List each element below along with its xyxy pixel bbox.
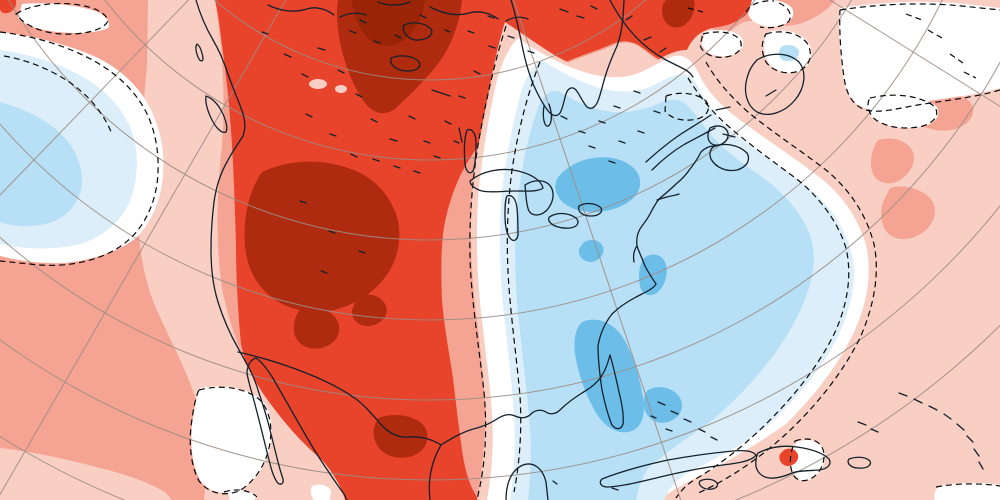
lake-erie xyxy=(547,212,579,229)
coast-arctic-top xyxy=(267,1,529,22)
lake-great-bear xyxy=(402,22,451,97)
coast-stlawrence-north xyxy=(645,114,712,163)
white-blob-topright-lower xyxy=(866,94,939,128)
coast-haida-gwaii xyxy=(195,43,204,62)
coastlines xyxy=(195,0,984,500)
coast-yucatan xyxy=(505,463,558,500)
coast-anticosti-pei xyxy=(715,106,736,138)
pale-corner-bottom-left xyxy=(0,448,172,500)
medium-blue-bahamas xyxy=(643,387,682,423)
graticule-parallel-1 xyxy=(213,0,647,81)
zero-contour-baja-loop xyxy=(189,386,272,495)
coast-bahamas xyxy=(650,401,718,441)
coast-hudson-bay xyxy=(510,0,625,127)
dark-red-fleck-labrador xyxy=(662,0,695,28)
white-blob-topright-a xyxy=(748,0,794,27)
zero-contour-west-front-inner xyxy=(506,61,541,493)
coast-newfoundland xyxy=(744,53,805,115)
light-blue-pocket-core xyxy=(0,102,82,227)
lake-superior xyxy=(469,168,544,193)
white-pocket-baja xyxy=(191,386,272,493)
dark-red-core-west xyxy=(244,161,400,312)
coast-labrador xyxy=(609,0,694,78)
deepest-red-core-top xyxy=(352,0,425,47)
coast-cape-breton xyxy=(707,125,729,146)
white-blob-bottom-2 xyxy=(310,484,331,500)
coast-vancouver-island xyxy=(205,95,228,134)
white-blob-quebec-small xyxy=(702,30,744,57)
graticule-parallel-2 xyxy=(104,0,756,161)
zero-contour-ne-blob-d xyxy=(867,94,938,129)
pale-strip-pacific-coast xyxy=(138,0,345,500)
zero-contour-baja-ext xyxy=(223,489,258,498)
zero-contour-hispaniola-loop xyxy=(789,438,825,482)
zero-contour-nw-pocket xyxy=(0,31,159,266)
coast-lesser-antilles xyxy=(898,392,984,470)
medium-blue-ontario-stlawrence xyxy=(555,157,641,213)
zero-contour-ne-blob-a xyxy=(745,0,791,29)
coast-stlawrence-south xyxy=(651,127,716,171)
warm-anomaly-red-main xyxy=(215,0,755,500)
zero-contour-east-inner xyxy=(675,77,850,499)
dark-red-lobe-south-2 xyxy=(351,294,387,327)
warm-salmon-atlantic-blob-3 xyxy=(881,186,935,240)
lake-ontario xyxy=(577,202,603,217)
graticule-parallel-3 xyxy=(8,0,852,241)
graticule-parallel-4 xyxy=(0,0,943,321)
lake-michigan xyxy=(504,194,519,242)
coast-jamaica xyxy=(698,478,719,490)
lake-winnipeg xyxy=(458,127,477,174)
zero-contour-west-front-outer xyxy=(469,25,507,500)
coast-hispaniola xyxy=(755,445,831,479)
white-corner-bottom-right xyxy=(934,482,1000,500)
pale-spot-in-red-2 xyxy=(335,85,347,93)
coast-long-island xyxy=(656,193,680,201)
zero-contour-stlawrence-loop xyxy=(664,92,709,121)
canada-lakes-speckles xyxy=(261,5,661,274)
lake-great-slave xyxy=(390,55,421,72)
light-blue-fleck-newfoundland xyxy=(778,44,800,62)
zero-contour-east-outer xyxy=(695,61,877,495)
zero-contour-ne-blob-c xyxy=(839,3,1000,112)
red-fleck-top-left-corner xyxy=(0,0,17,14)
graticule-parallel-5 xyxy=(0,61,1000,401)
coast-pacific-baja xyxy=(195,0,348,500)
coast-mexico-east xyxy=(428,444,442,500)
zero-contour-quebec-loop xyxy=(699,31,742,58)
lake-huron xyxy=(524,180,554,216)
coast-puerto-rico xyxy=(847,421,879,469)
medium-blue-florida xyxy=(574,319,644,433)
zero-contour-ne-blob-b xyxy=(761,31,811,74)
warm-salmon-atlantic-blob-2 xyxy=(870,138,914,184)
red-fleck-haiti xyxy=(779,448,799,466)
coast-cuba xyxy=(599,449,757,491)
zero-contour-corner-br xyxy=(935,483,1000,488)
coast-nova-scotia xyxy=(709,143,750,172)
pale-spot-in-red-1 xyxy=(309,79,327,89)
coast-chesapeake-squiggle xyxy=(632,245,638,263)
zero-contour-nw-pocket-inner xyxy=(3,55,113,135)
dark-red-lobe-south-1 xyxy=(293,307,340,349)
white-loop-top-left xyxy=(18,3,110,33)
graticule-meridian-2 xyxy=(0,0,287,496)
medium-blue-spot-midatlantic xyxy=(578,239,604,262)
graticule-meridian-3 xyxy=(513,0,682,500)
